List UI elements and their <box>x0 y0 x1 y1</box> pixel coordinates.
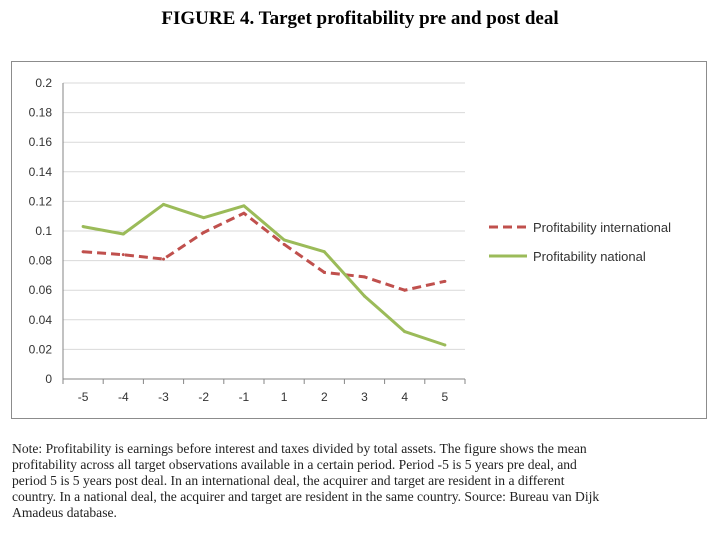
y-tick-label: 0.14 <box>29 165 53 179</box>
legend-label: Profitability national <box>533 249 646 264</box>
data-point <box>81 250 85 254</box>
x-tick-label: 3 <box>361 390 368 404</box>
note-line: Amadeus database. <box>12 505 117 520</box>
data-point <box>403 330 407 334</box>
y-tick-label: 0.1 <box>35 224 52 238</box>
data-point <box>282 242 286 246</box>
data-point <box>202 216 206 220</box>
data-point <box>363 275 366 279</box>
x-tick-label: -3 <box>158 390 169 404</box>
note-line: profitability across all target observat… <box>12 457 577 472</box>
x-tick-label: 1 <box>281 390 288 404</box>
data-point <box>363 294 366 298</box>
data-point <box>403 288 407 292</box>
y-tick-label: 0.08 <box>29 254 53 268</box>
x-tick-label: -1 <box>239 390 250 404</box>
data-point <box>443 279 447 283</box>
data-point <box>202 230 206 234</box>
note-line: Note: Profitability is earnings before i… <box>12 441 587 456</box>
series-line-national <box>82 202 446 347</box>
y-tick-label: 0.04 <box>29 313 53 327</box>
line-chart: 0 0.02 0.04 0.06 0.08 0.1 0.12 0.14 0.16 0.18 0.2 -… <box>29 76 671 404</box>
series-line-international <box>82 211 446 292</box>
x-tick-label: -2 <box>198 390 209 404</box>
data-point <box>121 253 125 257</box>
data-point <box>242 204 246 208</box>
x-tick-label: -5 <box>78 390 89 404</box>
note-line: country. In a national deal, the acquire… <box>12 489 600 504</box>
data-point <box>162 257 165 261</box>
x-tick-label: 4 <box>401 390 408 404</box>
data-point <box>282 238 286 242</box>
data-point <box>322 270 326 274</box>
data-point <box>121 232 125 236</box>
y-tick-label: 0.02 <box>29 342 53 356</box>
figure-note: Note: Profitability is earnings before i… <box>12 441 712 521</box>
data-point <box>443 343 447 347</box>
note-line: period 5 is 5 years post deal. In an int… <box>12 473 565 488</box>
y-tick-label: 0.18 <box>29 106 53 120</box>
y-tick-label: 0 <box>45 372 52 386</box>
chart-area: 0 0.02 0.04 0.06 0.08 0.1 0.12 0.14 0.16 0.18 0.2 -… <box>11 61 707 419</box>
y-tick-label: 0.16 <box>29 135 53 149</box>
x-tick-label: -4 <box>118 390 129 404</box>
data-point <box>162 202 165 206</box>
data-point <box>242 211 246 215</box>
x-tick-label: 5 <box>442 390 449 404</box>
data-point <box>322 250 326 254</box>
figure-title: FIGURE 4. Target profitability pre and p… <box>161 8 559 29</box>
legend-label: Profitability international <box>533 220 671 235</box>
x-tick-label: 2 <box>321 390 328 404</box>
data-point <box>81 225 85 229</box>
y-tick-label: 0.2 <box>35 76 52 90</box>
y-tick-label: 0.12 <box>29 194 53 208</box>
y-tick-label: 0.06 <box>29 283 53 297</box>
